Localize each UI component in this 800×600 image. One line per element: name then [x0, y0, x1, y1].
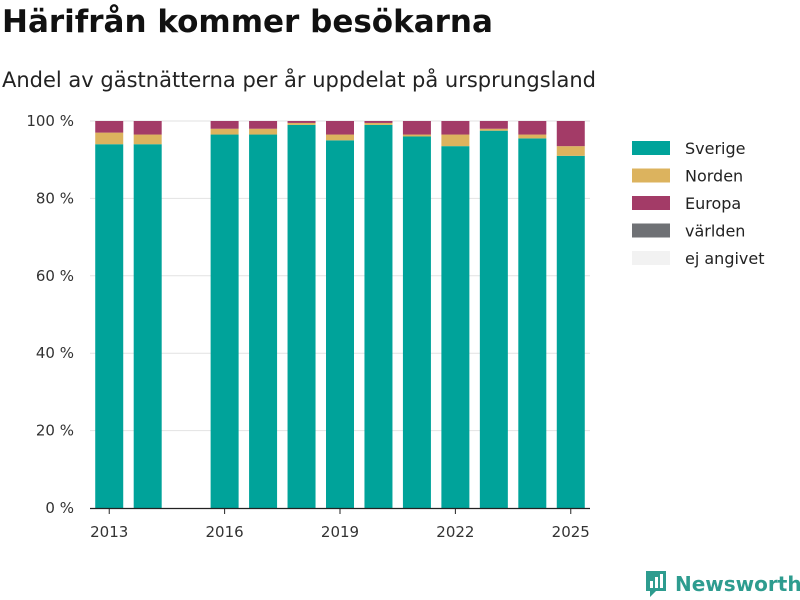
- y-tick-label: 60 %: [36, 267, 74, 285]
- bar-segment: [133, 121, 162, 135]
- chart-title: Härifrån kommer besökarna: [2, 4, 493, 40]
- bar-segment: [326, 140, 354, 508]
- bar-segment: [249, 128, 278, 135]
- bar-segment: [441, 121, 470, 135]
- bar-segment: [402, 121, 431, 135]
- bar-segment: [210, 121, 239, 129]
- legend-label: Norden: [685, 167, 743, 186]
- legend-swatch: [632, 251, 670, 265]
- bar-segment: [518, 138, 547, 509]
- bar-segment: [249, 134, 278, 509]
- y-tick-label: 100 %: [26, 112, 74, 130]
- legend-label: Europa: [685, 194, 741, 213]
- bar-segment: [287, 121, 316, 123]
- x-tick-label: 2025: [552, 523, 590, 541]
- bar-segment: [556, 155, 585, 508]
- y-tick-label: 0 %: [45, 499, 74, 517]
- bar-segment: [364, 124, 393, 509]
- bar-segment: [287, 122, 316, 125]
- bar-segment: [556, 121, 585, 147]
- bar-segment: [402, 134, 431, 137]
- newsworthy-logo[interactable]: Newsworthy: [644, 568, 800, 600]
- bar-segment: [364, 122, 393, 125]
- newsworthy-logo-text: Newsworthy: [675, 572, 800, 596]
- y-tick-label: 40 %: [36, 344, 74, 362]
- bar-segment: [518, 134, 547, 139]
- x-tick-label: 2022: [436, 523, 474, 541]
- bar-segment: [210, 128, 239, 135]
- bar-segment: [95, 144, 124, 508]
- chart-subtitle: Andel av gästnätterna per år uppdelat på…: [2, 68, 596, 92]
- x-tick-label: 2016: [206, 523, 244, 541]
- legend-swatch: [632, 196, 670, 210]
- legend-label: världen: [685, 222, 745, 241]
- bar-segment: [364, 121, 393, 123]
- bar-segment: [287, 124, 316, 509]
- bar-segment: [441, 146, 470, 508]
- bar-segment: [249, 121, 278, 129]
- x-tick-label: 2013: [90, 523, 128, 541]
- bar-segment: [133, 134, 162, 145]
- legend-swatch: [632, 223, 670, 238]
- y-tick-label: 20 %: [36, 422, 74, 440]
- bar-segment: [95, 132, 124, 145]
- bar-segment: [479, 121, 508, 129]
- bar-segment: [210, 134, 239, 509]
- bar-segment: [441, 134, 470, 147]
- legend-swatch: [632, 168, 670, 183]
- bar-segment: [133, 144, 162, 508]
- bar-segment: [479, 128, 508, 131]
- bar-segment: [95, 121, 124, 133]
- x-tick-label: 2019: [321, 523, 359, 541]
- legend-label: Sverige: [685, 139, 746, 158]
- newsworthy-logo-icon: [646, 571, 666, 597]
- y-tick-label: 80 %: [36, 189, 74, 207]
- bar-segment: [556, 146, 585, 156]
- bar-segment: [326, 134, 354, 141]
- bar-segment: [326, 121, 354, 135]
- bar-segment: [402, 136, 431, 509]
- bar-segment: [479, 130, 508, 509]
- legend-label: ej angivet: [685, 249, 765, 268]
- bar-segment: [518, 121, 547, 135]
- legend-swatch: [632, 141, 670, 155]
